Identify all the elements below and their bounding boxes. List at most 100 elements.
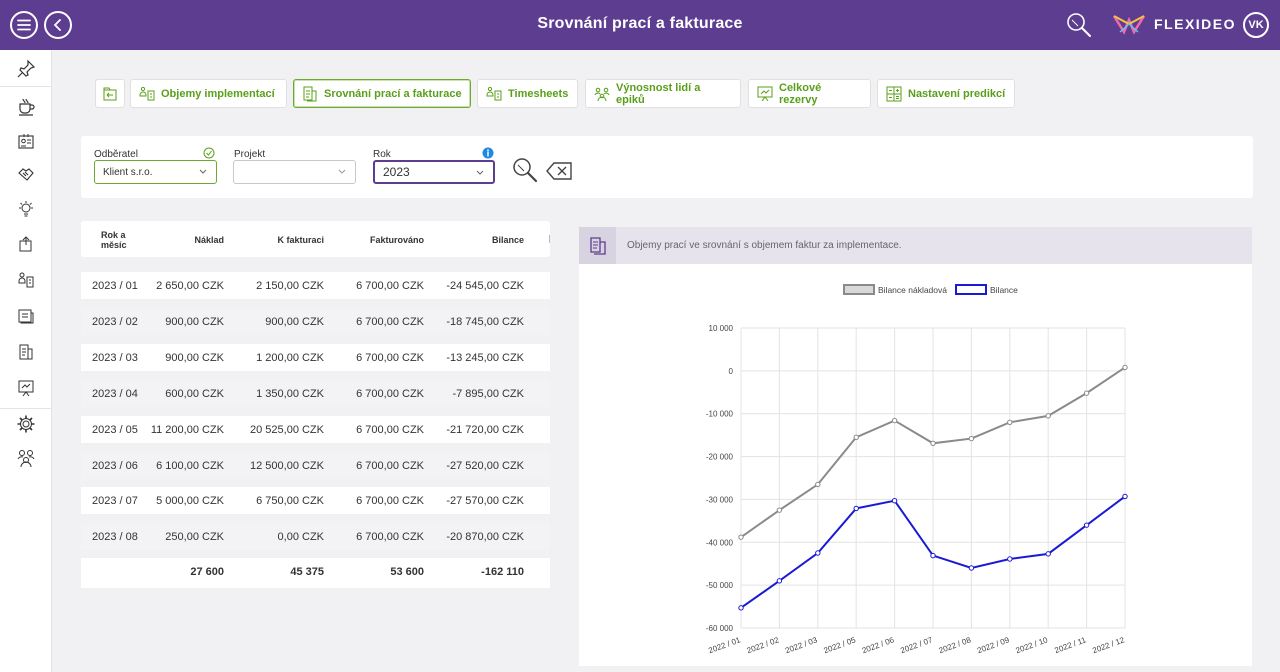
presentation-icon: [757, 86, 773, 101]
back-button[interactable]: [44, 11, 72, 39]
tab-total-reserves[interactable]: Celkové rezervy: [748, 79, 871, 108]
customer-select[interactable]: Klient s.r.o.: [94, 160, 217, 184]
table-row[interactable]: 2023 / 08 250,00 CZK 0,00 CZK 6 700,00 C…: [81, 523, 550, 550]
data-point[interactable]: [738, 534, 744, 540]
clear-filter-icon[interactable]: [545, 161, 573, 181]
table-row[interactable]: 2023 / 07 5 000,00 CZK 6 750,00 CZK 6 70…: [81, 487, 550, 514]
project-select[interactable]: [233, 160, 356, 184]
sidebar-item-handshake[interactable]: [14, 162, 38, 186]
legend-label[interactable]: Bilance nákladová: [878, 285, 947, 295]
chevron-down-icon: [199, 169, 207, 174]
year-select[interactable]: 2023: [373, 160, 495, 184]
cell-cost: 600,00 CZK: [165, 388, 224, 400]
cell-invoiced: 6 700,00 CZK: [356, 280, 424, 292]
data-point[interactable]: [1122, 493, 1128, 500]
table-row[interactable]: 2023 / 05 11 200,00 CZK 20 525,00 CZK 6 …: [81, 416, 550, 443]
chevron-left-icon: [53, 19, 61, 31]
search-icon[interactable]: [511, 156, 539, 184]
data-point[interactable]: [853, 505, 859, 512]
cell-balance: -13 245,00 CZK: [446, 352, 524, 364]
sidebar-item-settings[interactable]: [14, 412, 38, 436]
cell-month: 2023 / 04: [92, 388, 138, 400]
table-row[interactable]: 2023 / 02 900,00 CZK 900,00 CZK 6 700,00…: [81, 308, 550, 335]
cell-to-invoice: 2 150,00 CZK: [256, 280, 324, 292]
cell-cost: 5 000,00 CZK: [156, 495, 224, 507]
x-tick-label: 2022 / 10: [1014, 635, 1049, 655]
sidebar-item-coffee[interactable]: [14, 94, 38, 118]
data-point[interactable]: [968, 565, 975, 571]
info-icon[interactable]: [482, 147, 494, 159]
x-tick-label: 2022 / 09: [976, 635, 1011, 655]
total-invoiced: 53 600: [390, 566, 424, 578]
tab-home[interactable]: [95, 79, 125, 108]
data-point[interactable]: [1007, 556, 1013, 562]
x-tick-label: 2022 / 08: [938, 635, 973, 655]
user-avatar[interactable]: VK: [1243, 12, 1269, 38]
sidebar-item-presentation[interactable]: [14, 376, 38, 400]
chart-header: Objemy prací ve srovnání s objemem faktu…: [579, 227, 1252, 264]
people-chart-icon: [486, 86, 502, 100]
table-row[interactable]: 2023 / 03 900,00 CZK 1 200,00 CZK 6 700,…: [81, 344, 550, 371]
data-point[interactable]: [1045, 413, 1051, 419]
total-cost: 27 600: [190, 566, 224, 578]
sidebar-item-export[interactable]: [14, 232, 38, 256]
sidebar-item-team[interactable]: [14, 268, 38, 292]
team-icon: [594, 87, 610, 101]
gear-icon: [17, 415, 35, 433]
data-point[interactable]: [738, 605, 744, 611]
data-point[interactable]: [815, 481, 821, 488]
y-tick-label: -60 000: [706, 624, 734, 633]
table-row[interactable]: 2023 / 01 2 650,00 CZK 2 150,00 CZK 6 70…: [81, 272, 550, 299]
menu-button[interactable]: [10, 11, 38, 39]
data-point[interactable]: [1045, 551, 1051, 557]
sidebar-item-invoices[interactable]: [14, 340, 38, 364]
x-tick-label: 2022 / 01: [707, 635, 742, 655]
data-point[interactable]: [1007, 419, 1013, 425]
cell-to-invoice: 1 350,00 CZK: [256, 388, 324, 400]
data-point[interactable]: [1122, 364, 1128, 371]
data-point[interactable]: [776, 507, 783, 513]
calculator-icon: [886, 86, 902, 101]
sidebar-item-ideas[interactable]: [14, 197, 38, 221]
sidebar-item-badge[interactable]: [14, 129, 38, 153]
sidebar-item-users[interactable]: [14, 446, 38, 470]
filter-panel: Odběratel Klient s.r.o. Projekt Rok 2023: [81, 136, 1253, 198]
sidebar-item-pin[interactable]: [14, 57, 38, 81]
sidebar-item-reports[interactable]: [14, 304, 38, 328]
data-point[interactable]: [1083, 522, 1090, 528]
data-point[interactable]: [930, 552, 936, 559]
tab-timesheets[interactable]: Timesheets: [477, 79, 578, 108]
data-point[interactable]: [853, 434, 859, 440]
data-point[interactable]: [968, 435, 975, 442]
customer-label: Odběratel: [94, 149, 138, 160]
search-icon[interactable]: [1065, 11, 1093, 39]
data-point[interactable]: [1083, 390, 1090, 396]
data-point[interactable]: [776, 578, 783, 584]
cell-month: 2023 / 05: [92, 424, 138, 436]
tab-label: Srovnání prací a fakturace: [324, 87, 462, 100]
invoice-icon: [589, 236, 606, 255]
tab-work-invoice-comparison[interactable]: Srovnání prací a fakturace: [293, 79, 471, 108]
tab-profitability[interactable]: Výnosnost lidí a epiků: [585, 79, 741, 108]
cell-invoiced: 6 700,00 CZK: [356, 316, 424, 328]
table-row[interactable]: 2023 / 06 6 100,00 CZK 12 500,00 CZK 6 7…: [81, 452, 550, 479]
y-tick-label: -10 000: [706, 410, 734, 419]
y-tick-label: -20 000: [706, 453, 734, 462]
data-point[interactable]: [891, 417, 898, 424]
flexideo-logo-icon: [1112, 15, 1146, 35]
cell-month: 2023 / 02: [92, 316, 138, 328]
cell-month: 2023 / 07: [92, 495, 138, 507]
data-point[interactable]: [930, 440, 936, 446]
lightbulb-icon: [19, 201, 33, 217]
cell-to-invoice: 12 500,00 CZK: [250, 460, 324, 472]
legend-label[interactable]: Bilance: [990, 285, 1018, 295]
invoice-icon: [19, 344, 33, 360]
tab-implementation-volumes[interactable]: Objemy implementací: [130, 79, 287, 108]
id-card-icon: [18, 134, 34, 149]
data-point[interactable]: [815, 550, 821, 556]
tab-prediction-settings[interactable]: Nastavení predikcí: [877, 79, 1015, 108]
cell-balance: -20 870,00 CZK: [446, 531, 524, 543]
table-row[interactable]: 2023 / 04 600,00 CZK 1 350,00 CZK 6 700,…: [81, 380, 550, 407]
cell-invoiced: 6 700,00 CZK: [356, 460, 424, 472]
data-point[interactable]: [891, 498, 898, 504]
